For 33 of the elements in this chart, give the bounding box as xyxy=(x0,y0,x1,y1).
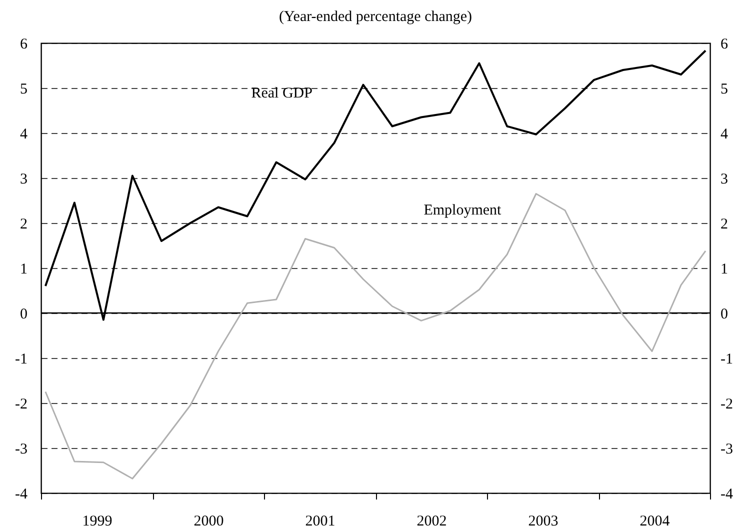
x-tick-label: 2000 xyxy=(194,514,224,530)
y2-tick-label: 5 xyxy=(720,82,728,98)
y-tick-label: -3 xyxy=(15,442,28,458)
y-tick-label: 1 xyxy=(20,262,28,278)
y-tick-label: -2 xyxy=(15,396,28,412)
line-series xyxy=(44,193,706,480)
y-tick-label: 4 xyxy=(20,126,28,142)
x-tick-label: 1999 xyxy=(82,514,112,530)
text: Real GDP xyxy=(251,86,312,102)
y-tick-label: -1 xyxy=(15,352,28,368)
y-tick-label: 6 xyxy=(20,36,28,52)
x-tick-label: 2001 xyxy=(305,514,336,530)
y2-tick-label: 4 xyxy=(720,126,728,142)
x-tick-label: 2004 xyxy=(640,514,670,530)
y2-tick-label: 6 xyxy=(720,36,728,52)
y-tick-label: 0 xyxy=(20,306,28,322)
y-tick-label: 2 xyxy=(20,216,28,232)
chart-title: (Year-ended percentage change) xyxy=(278,9,472,25)
y2-tick-label: 1 xyxy=(720,262,728,278)
series-label: Employment xyxy=(424,202,502,218)
y2-tick-label: -2 xyxy=(720,396,733,412)
y-tick-label: -4 xyxy=(15,486,28,502)
y-tick-label: 5 xyxy=(20,82,28,98)
y2-tick-label: 0 xyxy=(720,306,728,322)
y2-tick-label: -1 xyxy=(720,352,733,368)
y2-tick-label: -4 xyxy=(720,486,734,502)
y2-tick-label: 3 xyxy=(720,172,728,188)
y2-tick-label: 2 xyxy=(720,216,728,232)
x-tick-label: 2003 xyxy=(528,514,558,530)
y2-tick-label: -3 xyxy=(720,442,733,458)
x-tick-label: 2002 xyxy=(416,514,447,530)
line-series xyxy=(44,50,707,321)
y-tick-label: 3 xyxy=(20,172,28,188)
